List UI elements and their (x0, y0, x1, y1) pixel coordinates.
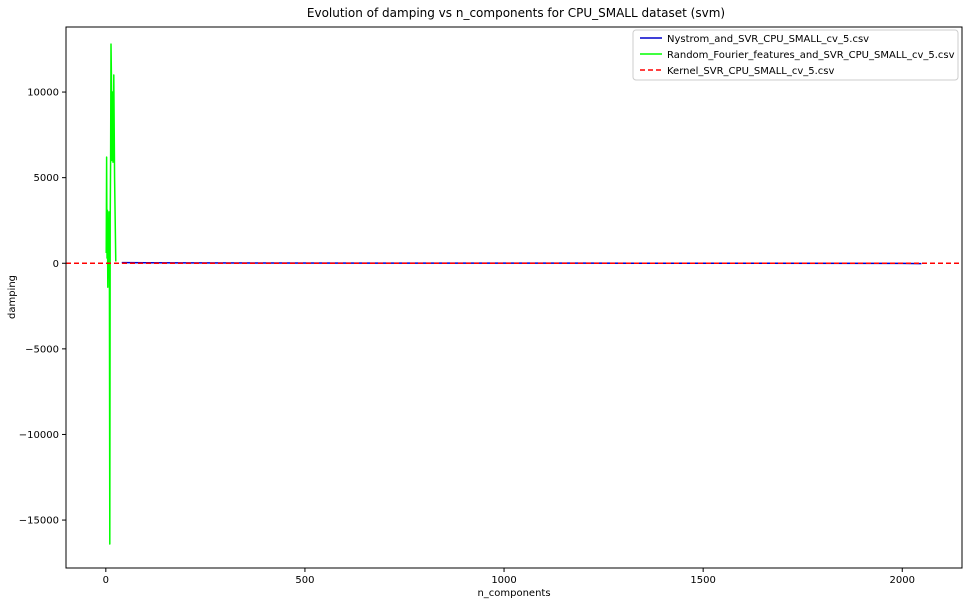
x-tick-label: 0 (103, 575, 109, 586)
y-tick-label: 5000 (34, 173, 59, 184)
series-line-nystrom (121, 261, 922, 265)
legend: Nystrom_and_SVR_CPU_SMALL_cv_5.csv Rando… (632, 29, 959, 81)
x-tick-label: 500 (295, 575, 314, 586)
y-tick-label: 10000 (27, 88, 59, 99)
y-tick-label: −10000 (19, 430, 59, 441)
plot-series (66, 43, 962, 545)
x-tick-label: 1000 (491, 575, 516, 586)
legend-label-random-fourier: Random_Fourier_features_and_SVR_CPU_SMAL… (667, 50, 955, 61)
x-axis-label: n_components (477, 588, 550, 599)
y-tick-label: −15000 (19, 516, 59, 527)
axes-ticks: 0 500 1000 1500 2000 −15000 −10000 −5000 0 5000 10… (19, 88, 915, 586)
series-line-random-fourier (105, 43, 117, 545)
y-tick-label: 0 (53, 259, 59, 270)
plot-frame (65, 26, 963, 569)
legend-label-nystrom: Nystrom_and_SVR_CPU_SMALL_cv_5.csv (667, 34, 869, 45)
y-tick-label: −5000 (25, 344, 59, 355)
x-tick-label: 2000 (890, 575, 915, 586)
y-axis-label: damping (7, 275, 18, 319)
legend-label-kernel-svr: Kernel_SVR_CPU_SMALL_cv_5.csv (667, 66, 835, 77)
chart-title: Evolution of damping vs n_components for… (307, 6, 725, 20)
legend-box (632, 29, 959, 81)
x-tick-label: 1500 (690, 575, 715, 586)
